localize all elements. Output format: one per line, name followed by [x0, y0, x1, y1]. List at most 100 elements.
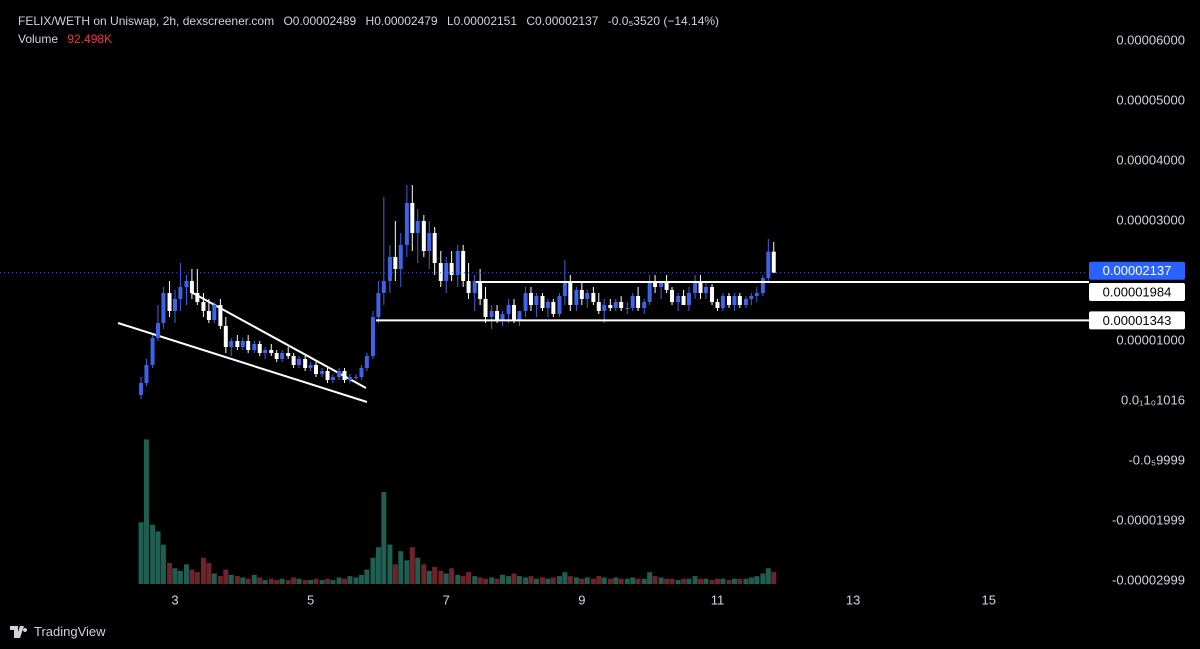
candle-body: [156, 322, 161, 338]
candle-body: [150, 337, 155, 365]
volume-bar: [523, 577, 529, 584]
candle-body: [455, 250, 460, 275]
volume-bar: [167, 562, 173, 584]
volume-bar: [528, 576, 534, 584]
volume-bar: [177, 570, 183, 584]
candle-body: [754, 292, 759, 296]
y-tick-label: 0.00003000: [1116, 212, 1185, 227]
volume-bar: [618, 578, 624, 584]
volume-bar: [285, 580, 291, 584]
candle-body: [613, 301, 618, 308]
candle-body: [568, 280, 573, 305]
volume-bar: [426, 570, 432, 584]
candle-body: [664, 280, 669, 290]
candle-body: [659, 280, 664, 287]
volume-bar: [313, 578, 319, 584]
candle-body: [432, 232, 437, 263]
volume-value: 92.498K: [67, 32, 113, 46]
candle-body: [506, 304, 511, 314]
candle-body: [370, 316, 375, 356]
volume-bar: [353, 577, 359, 584]
volume-bar: [268, 578, 274, 584]
volume-bar: [296, 578, 302, 584]
volume-bar: [341, 578, 347, 584]
candle-body: [303, 358, 308, 368]
x-tick-label: 3: [171, 592, 178, 607]
volume-bar: [613, 577, 619, 584]
y-tick-label: 0.0₁1₀1016: [1121, 392, 1185, 407]
candle-body: [252, 343, 257, 350]
volume-bar: [251, 574, 257, 584]
y-tick-label: -0.0₅9999: [1128, 452, 1185, 467]
candle-body: [489, 310, 494, 317]
volume-bar: [567, 576, 573, 584]
candle-body: [647, 280, 652, 302]
candle-body: [596, 301, 601, 311]
volume-bar: [211, 573, 217, 584]
volume-bar: [319, 580, 325, 584]
candle-body: [280, 352, 285, 359]
candle-body: [540, 295, 545, 308]
volume-bar: [686, 578, 692, 584]
volume-bar: [579, 578, 585, 584]
volume-bar: [754, 576, 760, 584]
legend-change: -0.0₅3520 (−14.14%): [607, 14, 720, 28]
candle-body: [320, 370, 325, 374]
volume-bar: [596, 576, 602, 584]
volume-bar: [398, 551, 404, 584]
price-tag: [1089, 282, 1185, 301]
volume-bar: [499, 574, 505, 584]
candle-body: [359, 367, 364, 377]
volume-bar: [726, 580, 732, 584]
candle-body: [189, 280, 194, 293]
volume-bar: [194, 572, 200, 584]
volume-bar: [240, 577, 246, 584]
volume-bar: [302, 580, 308, 584]
candle-body: [670, 289, 675, 302]
candle-body: [342, 370, 347, 380]
candle-body: [720, 295, 725, 308]
volume-bar: [494, 578, 500, 584]
candle-body: [534, 295, 539, 305]
volume-bar: [550, 577, 556, 584]
x-tick-label: 5: [307, 592, 314, 607]
volume-bar: [709, 580, 715, 584]
candle-body: [500, 313, 505, 320]
volume-bar: [466, 572, 472, 584]
legend-title: FELIX/WETH on Uniswap, 2h, dexscreener.c…: [18, 14, 275, 28]
volume-bar: [189, 569, 195, 584]
volume-bar: [652, 576, 658, 584]
volume-bar: [291, 577, 297, 584]
volume-bar: [511, 573, 517, 584]
candle-body: [766, 251, 771, 278]
volume-bar: [245, 578, 251, 584]
volume-bar: [228, 574, 234, 584]
volume-bar: [714, 578, 720, 584]
volume-bar: [737, 578, 743, 584]
volume-bar: [681, 578, 687, 584]
y-tick-label: -0.00002999: [1112, 572, 1185, 587]
candle-body: [240, 340, 245, 347]
candle-body: [466, 280, 471, 293]
legend-low: L0.00002151: [446, 14, 518, 28]
candle-body: [557, 295, 562, 314]
x-tick-label: 13: [846, 592, 860, 607]
candle-body: [636, 295, 641, 308]
brand: TradingView: [10, 624, 106, 639]
candle-body: [427, 232, 432, 251]
volume-bar: [279, 578, 285, 584]
x-tick-label: 7: [443, 592, 450, 607]
candle-body: [246, 340, 251, 350]
volume-bar: [336, 577, 342, 584]
volume-bar: [590, 578, 596, 584]
volume-bar: [731, 578, 737, 584]
volume-bar: [540, 577, 545, 584]
candle-body: [574, 289, 579, 305]
price-tag-label: 0.00001343: [1103, 313, 1172, 328]
volume-bar: [562, 572, 568, 584]
candle-body: [212, 304, 217, 320]
volume-name: Volume: [18, 32, 59, 46]
candle-body: [676, 295, 681, 302]
